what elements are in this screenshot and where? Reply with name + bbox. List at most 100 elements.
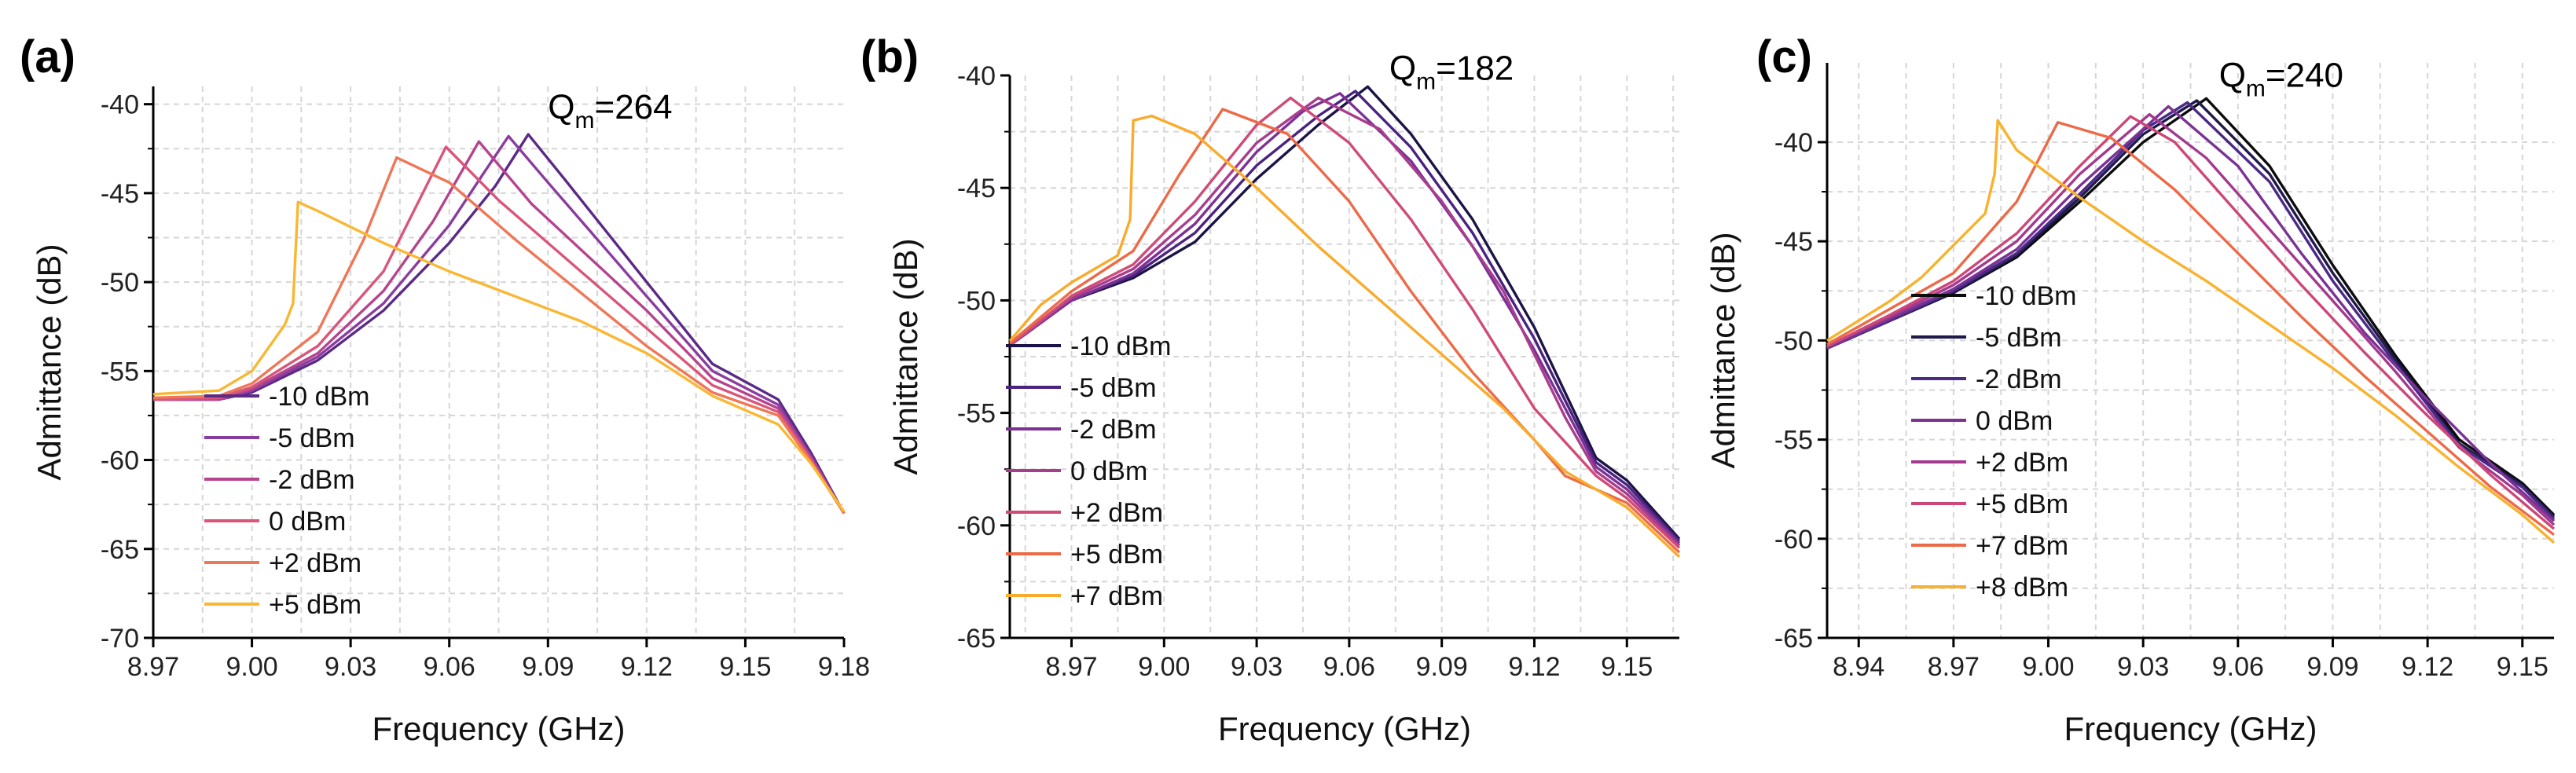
q-factor-value: =264: [595, 88, 673, 126]
legend: -10 dBm -5 dBm -2 dBm 0 dBm +2 dBm +5 dBm +7 d…: [1006, 332, 1172, 611]
legend-label: -5 dBm: [1070, 373, 1157, 403]
series-line: [152, 200, 846, 513]
y-axis-title: Admittance (dB): [1704, 232, 1741, 468]
series-line: [152, 145, 846, 515]
x-tick-label: 9.09: [522, 652, 574, 682]
y-tick-label: -45: [1774, 227, 1813, 257]
x-tick-label: 9.15: [2497, 652, 2548, 682]
series-line: [153, 134, 846, 515]
q-factor-annotation: Qm=182: [1389, 49, 1514, 95]
q-factor-symbol: Q: [1389, 49, 1416, 88]
y-tick-label: -50: [957, 286, 996, 316]
series-line: [1008, 96, 1681, 547]
y-tick-label: -60: [1774, 525, 1813, 555]
q-factor-value: =182: [1436, 49, 1514, 88]
series-line: [153, 133, 846, 515]
series-line: [153, 140, 846, 515]
panel-label: (b): [861, 31, 919, 82]
y-tick-label: -70: [101, 624, 139, 654]
series-line: [1008, 96, 1681, 549]
x-axis-title: Frequency (GHz): [2064, 710, 2317, 747]
legend-label: 0 dBm: [1976, 406, 2053, 436]
q-factor-annotation: Qm=264: [548, 88, 672, 134]
y-tick-label: -40: [1774, 128, 1813, 158]
legend: -10 dBm -5 dBm -2 dBm 0 dBm +2 dBm +5 dBm: [204, 382, 370, 620]
legend-label: 0 dBm: [1070, 456, 1147, 486]
legend-label: +5 dBm: [1976, 489, 2068, 519]
x-tick-label: 9.00: [226, 652, 277, 682]
x-tick-label: 9.12: [1508, 652, 1560, 682]
y-axis-title: Admittance (dB): [887, 238, 924, 474]
x-tick-labels: 8.97 9.00 9.03 9.06 9.09 9.12 9.15: [1045, 638, 1653, 682]
y-tick-label: -50: [101, 268, 139, 298]
y-tick-label: -50: [1774, 326, 1813, 356]
legend-label: +8 dBm: [1976, 573, 2068, 603]
y-tick-label: -40: [957, 61, 996, 91]
series-line: [1008, 92, 1681, 544]
legend-label: -2 dBm: [1976, 365, 2062, 394]
series-line: [1008, 114, 1681, 559]
x-tick-label: 9.03: [325, 652, 376, 682]
x-tick-label: 9.00: [1138, 652, 1190, 682]
gridlines: [1827, 63, 2554, 638]
y-tick-label: -65: [101, 535, 139, 565]
q-factor-subscript: m: [1416, 69, 1436, 95]
y-tick-label: -40: [101, 90, 139, 120]
series-line: [1826, 115, 2556, 530]
legend: -10 dBm -5 dBm -2 dBm 0 dBm +2 dBm +5 dBm +7 d…: [1911, 281, 2077, 603]
y-tick-labels: -40 -45 -50 -55 -60 -65: [957, 61, 1010, 654]
legend-label: +2 dBm: [1976, 448, 2068, 478]
x-tick-label: 8.97: [1045, 652, 1097, 682]
legend-label: +5 dBm: [1070, 540, 1163, 570]
q-factor-subscript: m: [2246, 75, 2266, 101]
x-tick-label: 9.06: [2212, 652, 2264, 682]
x-tick-labels: 8.94 8.97 9.00 9.03 9.06 9.09 9.12 9.15: [1833, 638, 2548, 682]
q-factor-symbol: Q: [548, 88, 574, 126]
series-line: [1008, 85, 1681, 540]
q-factor-symbol: Q: [2219, 56, 2246, 94]
legend-label: +2 dBm: [1070, 498, 1163, 528]
legend-label: +7 dBm: [1070, 581, 1163, 611]
legend-label: +5 dBm: [269, 590, 361, 620]
x-tick-label: 9.09: [1416, 652, 1468, 682]
y-tick-label: -55: [957, 399, 996, 429]
legend-label: -10 dBm: [1976, 281, 2077, 311]
legend-label: -5 dBm: [1976, 323, 2062, 353]
q-factor-value: =240: [2266, 56, 2343, 94]
panel-label: (c): [1756, 31, 1812, 82]
legend-label: -10 dBm: [1070, 332, 1172, 361]
x-tick-label: 8.97: [1928, 652, 1980, 682]
x-tick-label: 9.06: [1323, 652, 1375, 682]
x-tick-label: 9.00: [2022, 652, 2074, 682]
x-tick-label: 8.94: [1833, 652, 1884, 682]
series-line: [152, 156, 846, 515]
x-tick-label: 8.97: [127, 652, 179, 682]
legend-label: +7 dBm: [1976, 531, 2068, 561]
x-tick-label: 9.09: [2306, 652, 2358, 682]
panel-label: (a): [20, 31, 75, 82]
series-line: [1008, 90, 1681, 542]
y-tick-labels: -40 -45 -50 -55 -60 -65: [1774, 128, 1827, 654]
y-axis-title: Admittance (dB): [31, 244, 68, 480]
x-tick-labels: 8.97 9.00 9.03 9.06 9.09 9.12 9.15 9.18: [127, 638, 870, 682]
series-line: [1826, 121, 2556, 537]
y-tick-label: -60: [957, 511, 996, 541]
panel-a: 8.97 9.00 9.03 9.06 9.09 9.12 9.15 9.18 -40 -45 -5…: [20, 31, 870, 747]
series-line: [1826, 119, 2556, 544]
x-tick-label: 9.18: [818, 652, 870, 682]
x-tick-label: 9.03: [1231, 652, 1282, 682]
gridlines: [153, 86, 844, 638]
y-tick-label: -55: [101, 357, 139, 386]
x-tick-label: 9.03: [2117, 652, 2169, 682]
y-tick-label: -65: [957, 624, 996, 654]
panel-c: 8.94 8.97 9.00 9.03 9.06 9.09 9.12 9.15 -40 -45 -5…: [1704, 31, 2556, 747]
y-tick-label: -55: [1774, 426, 1813, 456]
x-tick-label: 9.06: [424, 652, 475, 682]
y-tick-label: -45: [957, 174, 996, 203]
legend-label: 0 dBm: [269, 507, 346, 537]
legend-label: -10 dBm: [269, 382, 370, 412]
series-line: [1826, 112, 2556, 526]
x-axis-title: Frequency (GHz): [372, 710, 625, 747]
y-tick-label: -45: [101, 179, 139, 209]
